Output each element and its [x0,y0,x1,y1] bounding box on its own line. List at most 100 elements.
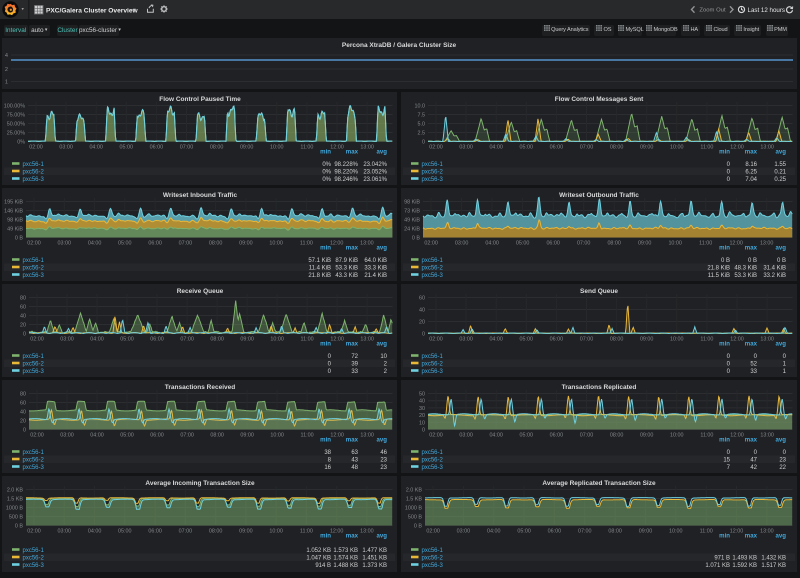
svg-text:10:00: 10:00 [668,241,682,247]
svg-text:pxc56-1: pxc56-1 [23,354,45,360]
svg-text:avg: avg [376,533,387,540]
svg-text:11:00: 11:00 [301,433,314,439]
svg-text:20: 20 [20,323,26,329]
svg-text:03:00: 03:00 [459,337,473,343]
svg-text:06:00: 06:00 [550,337,564,343]
svg-text:pxc56-2: pxc56-2 [23,170,45,176]
svg-text:12:00: 12:00 [330,337,344,343]
svg-text:40: 40 [20,314,26,320]
svg-text:13:00: 13:00 [360,529,374,535]
svg-text:pxc56-2: pxc56-2 [422,556,444,562]
svg-text:03:00: 03:00 [58,241,72,247]
svg-text:12:00: 12:00 [330,433,344,439]
svg-text:max: max [346,245,359,252]
svg-text:03:00: 03:00 [455,241,469,247]
svg-text:pxc56-1: pxc56-1 [422,258,444,264]
svg-text:pxc56-2: pxc56-2 [23,362,45,368]
svg-text:pxc56-2: pxc56-2 [23,458,45,464]
svg-text:avg: avg [775,245,786,252]
svg-text:04:00: 04:00 [487,529,501,535]
svg-text:8.16: 8.16 [745,162,757,168]
svg-text:72: 72 [351,354,358,360]
svg-text:Flow Control Messages Sent: Flow Control Messages Sent [555,96,644,103]
svg-text:23.042%: 23.042% [363,162,387,168]
svg-text:Zoom Out: Zoom Out [699,8,726,14]
svg-text:98.228%: 98.228% [334,162,358,168]
svg-text:10:00: 10:00 [270,145,284,151]
svg-text:max: max [745,437,758,444]
svg-text:12:00: 12:00 [730,529,744,535]
svg-text:06:00: 06:00 [546,241,560,247]
svg-text:07:00: 07:00 [179,241,193,247]
svg-text:pxc56-3: pxc56-3 [422,465,444,471]
svg-text:min: min [719,533,730,540]
svg-text:0: 0 [727,450,731,456]
svg-text:02:00: 02:00 [30,433,44,439]
svg-text:0: 0 [23,428,26,434]
svg-text:pxc56-1: pxc56-1 [422,450,444,456]
svg-text:07:00: 07:00 [180,433,194,439]
svg-text:13:00: 13:00 [760,529,774,535]
svg-text:08:00: 08:00 [210,337,224,343]
svg-text:75.00%: 75.00% [7,113,25,119]
svg-text:0: 0 [328,369,332,375]
svg-text:avg: avg [775,437,786,444]
svg-text:11.4 KiB: 11.4 KiB [309,266,331,272]
svg-text:13:00: 13:00 [360,337,374,343]
svg-text:04:00: 04:00 [489,433,503,439]
svg-text:06:00: 06:00 [548,529,562,535]
svg-text:21.8 KiB: 21.8 KiB [308,273,331,279]
svg-text:0: 0 [328,362,332,368]
svg-text:09:00: 09:00 [239,241,253,247]
svg-text:Last 12 hours: Last 12 hours [748,7,786,14]
svg-text:11:00: 11:00 [699,241,712,247]
svg-text:50: 50 [419,392,425,398]
svg-text:min: min [719,245,730,252]
svg-text:09:00: 09:00 [639,529,653,535]
svg-text:0: 0 [422,140,425,146]
svg-text:pxc56-1: pxc56-1 [422,548,444,554]
svg-text:min: min [719,149,730,156]
svg-text:05:00: 05:00 [120,145,134,151]
svg-text:03:00: 03:00 [459,145,473,151]
svg-text:0: 0 [727,369,731,375]
svg-text:avg: avg [376,437,387,444]
svg-text:971 B: 971 B [714,556,730,562]
svg-text:53.3 KiB: 53.3 KiB [335,266,358,272]
svg-text:0 B: 0 B [414,524,422,530]
svg-text:pxc56-1: pxc56-1 [23,450,45,456]
svg-text:1000 B: 1000 B [6,506,23,512]
svg-text:07:00: 07:00 [580,145,594,151]
svg-text:min: min [320,149,331,156]
svg-text:02:00: 02:00 [429,337,443,343]
svg-text:0 B: 0 B [15,236,23,242]
svg-text:43: 43 [351,458,358,464]
svg-text:195 KiB: 195 KiB [4,200,23,206]
svg-text:07:00: 07:00 [578,529,592,535]
svg-text:avg: avg [775,149,786,156]
svg-text:11:00: 11:00 [700,433,713,439]
svg-text:0%: 0% [322,170,331,176]
svg-text:500 B: 500 B [408,515,422,521]
svg-text:40: 40 [20,410,26,416]
svg-text:pxc56-2: pxc56-2 [422,266,444,272]
svg-text:06:00: 06:00 [148,241,162,247]
svg-text:05:00: 05:00 [517,529,531,535]
svg-text:08:00: 08:00 [209,241,223,247]
svg-text:146 KiB: 146 KiB [4,209,23,215]
svg-text:20: 20 [419,413,425,419]
svg-text:05:00: 05:00 [118,241,132,247]
svg-text:04:00: 04:00 [489,145,503,151]
svg-text:11:00: 11:00 [300,529,313,535]
svg-text:0: 0 [422,332,425,338]
svg-text:1.574 KB: 1.574 KB [333,556,358,562]
svg-text:100.00%: 100.00% [4,104,25,110]
svg-text:0: 0 [783,354,787,360]
svg-text:10:00: 10:00 [669,529,683,535]
svg-text:Transactions Received: Transactions Received [165,384,235,391]
svg-text:11:00: 11:00 [300,241,313,247]
svg-text:0 B: 0 B [777,258,786,264]
svg-text:0: 0 [422,428,425,434]
svg-text:02:00: 02:00 [426,529,440,535]
svg-text:1.451 KB: 1.451 KB [362,556,387,562]
